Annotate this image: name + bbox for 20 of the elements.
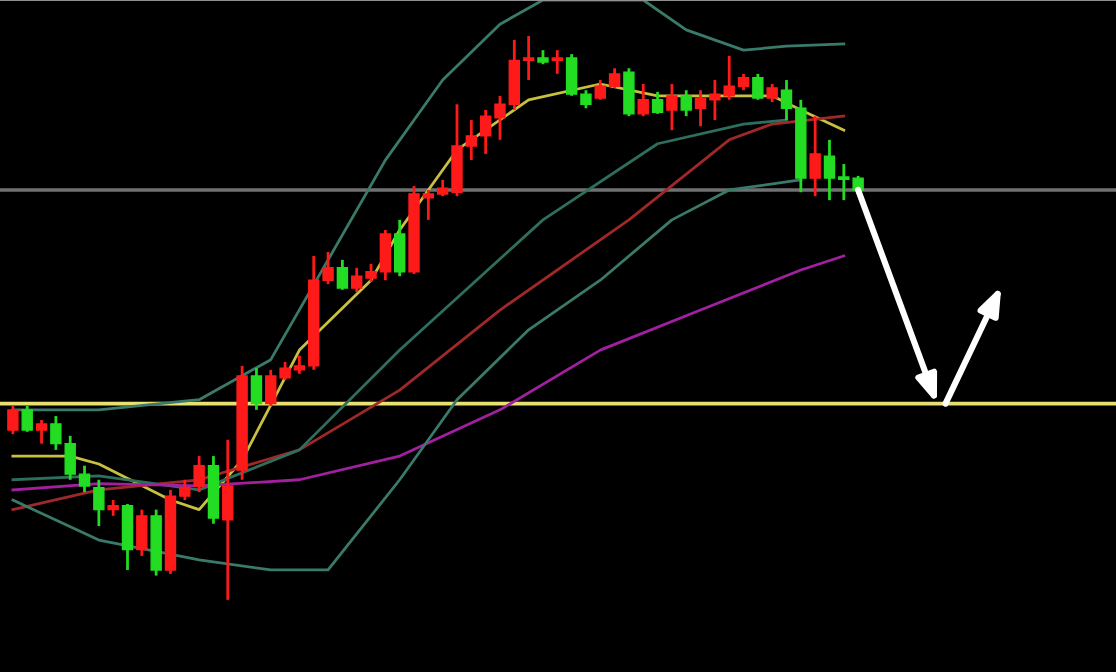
candlestick bbox=[623, 66, 635, 118]
candlestick bbox=[21, 404, 33, 434]
candlestick bbox=[222, 438, 234, 602]
candlestick bbox=[809, 114, 821, 198]
candlestick bbox=[551, 48, 563, 76]
candlestick bbox=[637, 82, 649, 118]
candlestick bbox=[666, 82, 678, 132]
candlestick bbox=[766, 82, 778, 104]
candlestick bbox=[193, 454, 205, 494]
candlestick bbox=[7, 404, 19, 436]
candlestick bbox=[93, 478, 105, 528]
candlestick bbox=[393, 218, 406, 278]
candlestick bbox=[680, 88, 692, 118]
candlestick bbox=[35, 418, 48, 446]
candlestick bbox=[250, 366, 263, 412]
candlestick bbox=[336, 258, 349, 292]
candlestick bbox=[651, 90, 664, 116]
candlestick bbox=[752, 72, 764, 102]
candlestick bbox=[121, 502, 134, 572]
candlestick bbox=[136, 508, 148, 558]
